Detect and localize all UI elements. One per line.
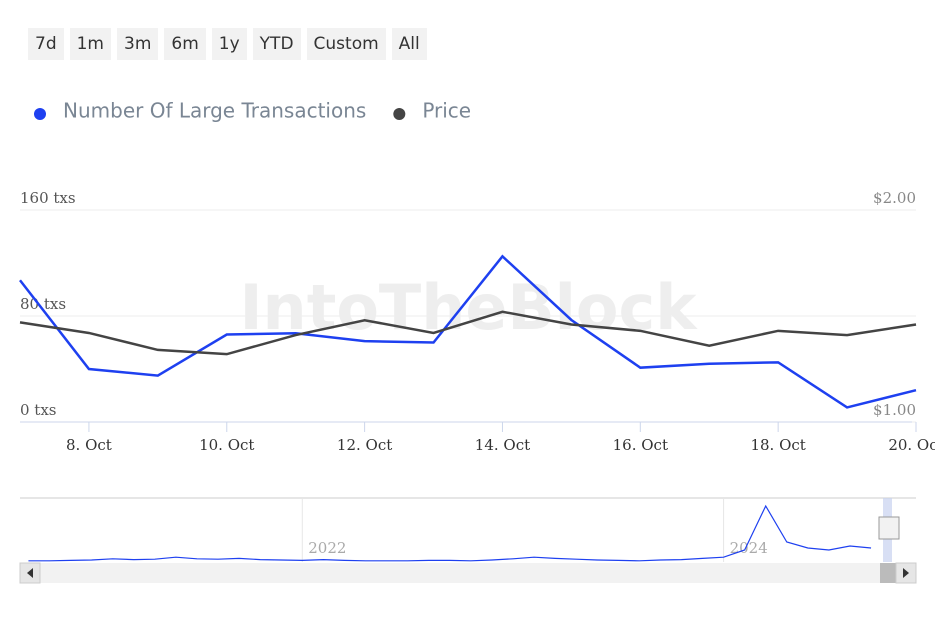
series-line (19, 254, 917, 409)
series-line (19, 310, 917, 356)
range-button[interactable]: Custom (306, 28, 386, 60)
legend-marker (34, 108, 46, 120)
scrollbar-track[interactable] (20, 563, 916, 583)
y-tick-label: 80 txs (20, 295, 66, 313)
x-tick-label: 10. Oct (199, 436, 254, 454)
x-tick-label: 8. Oct (66, 436, 112, 454)
range-button[interactable]: 3m (117, 28, 159, 60)
navigator-label: 2022 (308, 539, 346, 557)
range-button[interactable]: 1y (211, 28, 247, 60)
y2-tick-label: $2.00 (873, 189, 916, 207)
navigator-handle[interactable] (878, 516, 900, 540)
legend-marker (393, 108, 406, 120)
range-button[interactable]: All (391, 28, 427, 60)
x-tick-label: 14. Oct (475, 436, 530, 454)
x-tick-label: 18. Oct (750, 436, 805, 454)
arrow-left (27, 568, 33, 578)
legend-label[interactable]: Number Of Large Transactions (63, 99, 366, 123)
x-tick-label: 12. Oct (337, 436, 392, 454)
navigator-line (28, 504, 872, 562)
scroll-thumb[interactable] (880, 563, 896, 583)
y-tick-label: 160 txs (20, 189, 76, 207)
x-tick-label: 20. Oct (888, 436, 935, 454)
y-tick-label: 0 txs (20, 401, 57, 419)
y2-tick-label: $1.00 (873, 401, 916, 419)
range-button[interactable]: 1m (69, 28, 111, 60)
range-button[interactable]: 7d (28, 28, 64, 60)
x-tick-label: 16. Oct (613, 436, 668, 454)
range-selector: 7d 1m 3m 6m 1y YTD Custom All (28, 28, 427, 60)
range-button[interactable]: YTD (252, 28, 301, 60)
arrow-right (903, 568, 909, 578)
range-button[interactable]: 6m (164, 28, 206, 60)
legend-label[interactable]: Price (422, 99, 471, 123)
